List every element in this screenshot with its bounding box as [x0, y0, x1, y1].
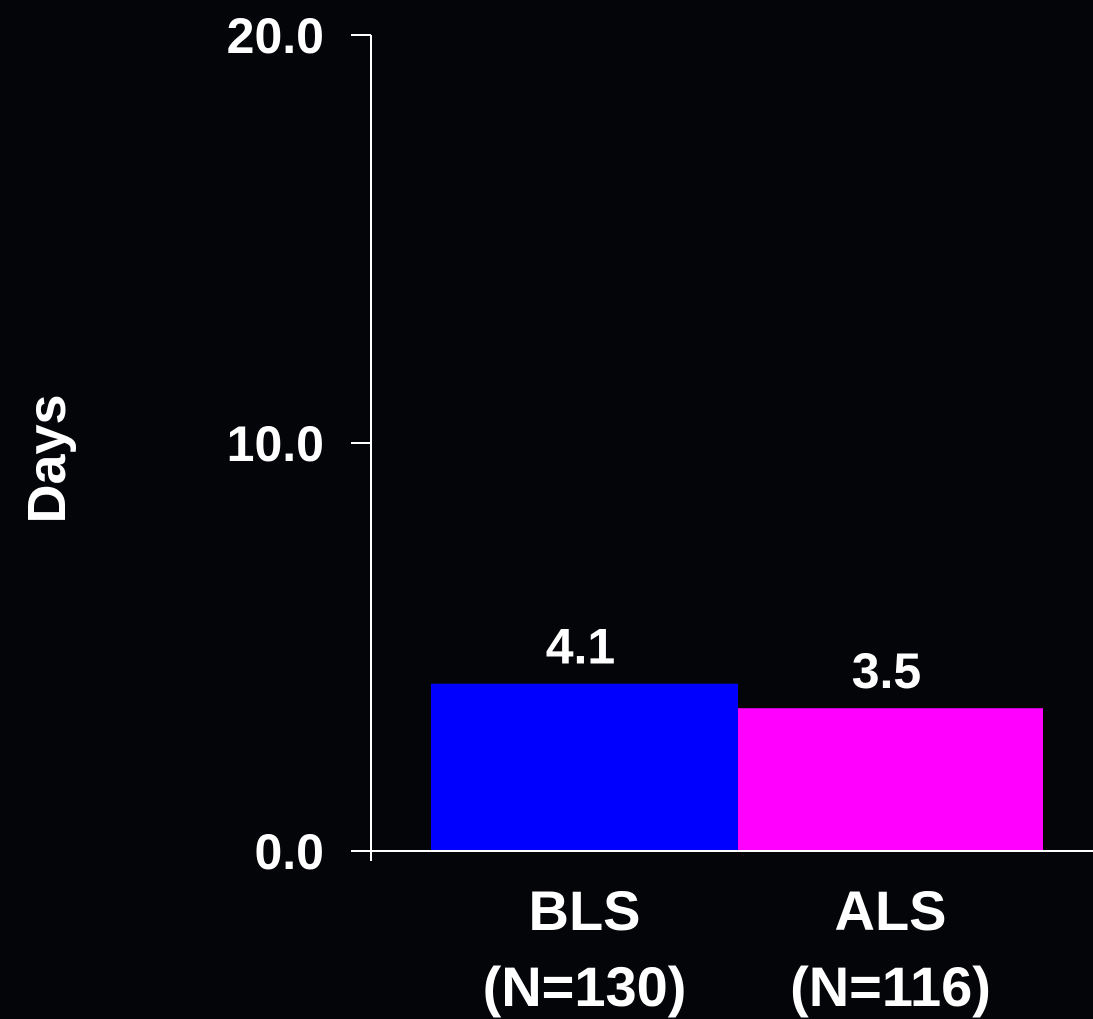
category-label: BLS	[529, 879, 641, 942]
value-label: 4.1	[546, 619, 616, 675]
category-n-label: (N=130)	[483, 955, 687, 1018]
category-n-label: (N=116)	[790, 955, 991, 1018]
y-tick-label: 10.0	[227, 416, 324, 472]
y-tick-label: 0.0	[254, 824, 324, 880]
bar-bls	[431, 683, 738, 851]
y-axis: 0.0 10.0 20.0	[227, 8, 372, 880]
category-label: ALS	[835, 879, 947, 942]
y-axis-title: Days	[17, 394, 77, 523]
value-label: 3.5	[852, 643, 922, 699]
bar-als	[738, 708, 1043, 851]
x-axis: BLS (N=130) ALS (N=116)	[371, 850, 1093, 1018]
y-tick-label: 20.0	[227, 8, 324, 64]
bars: 4.1 3.5	[431, 619, 1043, 851]
